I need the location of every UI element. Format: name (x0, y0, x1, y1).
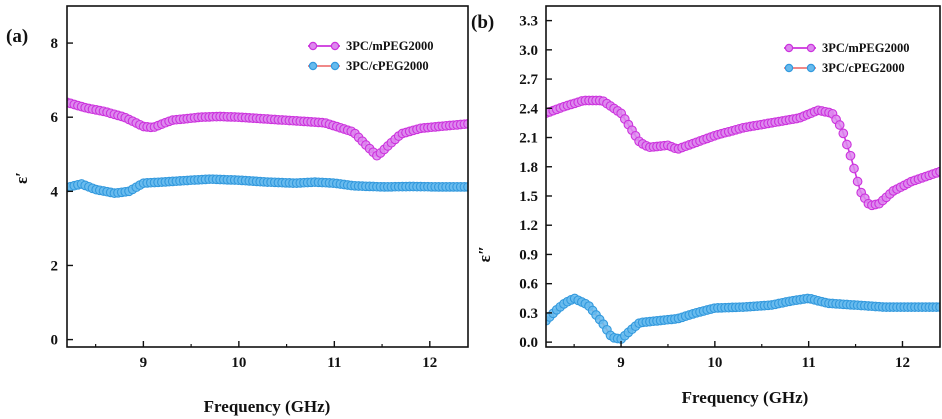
panel-b-x-axis-label: Frequency (GHz) (682, 388, 809, 407)
panel-a-y-tick-label: 8 (51, 36, 59, 52)
panel-b-y-tick-label: 2.4 (519, 101, 538, 117)
panel-b-y-tick-label: 3.0 (519, 43, 538, 59)
panel-a-legend-label-2: 3PC/cPEG2000 (346, 59, 429, 73)
panel-b-legend-label-2: 3PC/cPEG2000 (822, 61, 905, 75)
panel-a-y-ticks: 0 2 4 6 8 (51, 36, 73, 349)
panel-b-x-tick-label: 12 (895, 355, 910, 371)
panel-b-x-ticks: 9 10 11 12 (573, 341, 910, 371)
panel-b-series-1-point (852, 176, 863, 187)
panel-b-y-ticks: 0.0 0.3 0.6 0.9 1.2 1.5 1.8 2.1 2.4 2.7 3.0 3.3 (519, 14, 552, 351)
panel-a-x-ticks: 9 10 11 12 (95, 341, 437, 371)
panel-a-x-tick-label: 12 (422, 355, 437, 371)
panel-a-series-1 (67, 97, 468, 161)
panel-b-legend-marker-2 (784, 63, 794, 73)
panel-b-series-1-point (834, 120, 845, 130)
panel-b-y-tick-label: 0.0 (519, 335, 538, 351)
panel-a-series-2 (67, 174, 468, 198)
panel-a-x-axis-label: Frequency (GHz) (204, 397, 331, 416)
panel-a-label: (a) (6, 26, 28, 47)
panel-b-chart: 9 10 11 12 0.0 0.3 0.6 0.9 1.2 1.5 1.8 2.1 2.4 2.7 3.… (471, 5, 941, 407)
panel-a-y-tick-label: 2 (51, 258, 59, 274)
panel-a-x-tick-label: 11 (327, 355, 341, 371)
panel-a-legend-marker-1 (308, 41, 318, 51)
panel-b-y-tick-label: 2.1 (519, 131, 538, 147)
panel-a-legend-marker-2b (330, 61, 340, 71)
panel-b-y-tick-label: 3.3 (519, 14, 538, 30)
panel-b-x-tick-label: 11 (802, 355, 816, 371)
panel-b-series-1-point (838, 128, 849, 139)
panel-a-legend-label-1: 3PC/mPEG2000 (346, 39, 434, 53)
panel-b-legend-marker-2b (806, 63, 816, 73)
panel-b-legend: 3PC/mPEG2000 3PC/cPEG2000 (784, 41, 910, 75)
panel-b-series-1 (546, 95, 940, 211)
panel-b-legend-label-1: 3PC/mPEG2000 (822, 41, 910, 55)
panel-b-y-tick-label: 1.5 (519, 189, 538, 205)
panel-b-series-2-point (935, 302, 940, 312)
panel-b-series-1-line (546, 99, 940, 207)
panel-b-y-tick-label: 0.3 (519, 306, 538, 322)
panel-b-legend-marker-1 (784, 43, 794, 53)
panel-a-x-tick-label: 9 (140, 355, 148, 371)
panel-a-y-tick-label: 4 (51, 184, 59, 200)
panel-b-series-1-point (849, 163, 859, 174)
panel-b-y-tick-label: 1.2 (519, 218, 538, 234)
panel-b-series-1-point (845, 150, 856, 161)
panel-b-y-tick-label: 0.6 (519, 277, 538, 293)
panel-a-series-layer (67, 97, 468, 198)
panel-b-series-1-point (935, 166, 940, 177)
panel-b-y-axis-label: ε″ (475, 246, 494, 263)
panel-a-chart: 9 10 11 12 0 2 4 6 8 (a) Frequency (GHz) ε′ 3PC… (6, 5, 469, 416)
panel-b-y-tick-label: 2.7 (519, 72, 538, 88)
panel-b-legend-marker-1b (806, 43, 816, 53)
panel-a-y-tick-label: 6 (51, 110, 59, 126)
panel-b-series-1-point (842, 139, 852, 150)
panel-a-series-1-point (463, 119, 468, 129)
panel-a-y-tick-label: 0 (51, 333, 59, 349)
panel-a-y-axis-label: ε′ (12, 172, 31, 184)
panel-b-label: (b) (471, 12, 494, 33)
panel-a-legend: 3PC/mPEG2000 3PC/cPEG2000 (308, 39, 434, 73)
panel-b-series-2 (546, 293, 940, 344)
panel-b-x-tick-label: 9 (617, 355, 625, 371)
panel-a-plot-frame (66, 5, 469, 348)
panel-b-series-layer (546, 95, 940, 344)
panel-b-y-tick-label: 0.9 (519, 247, 538, 263)
panel-a-x-tick-label: 10 (231, 355, 246, 371)
panel-b-y-tick-label: 1.8 (519, 160, 538, 176)
panel-b-x-tick-label: 10 (707, 355, 722, 371)
panel-b-plot-frame (545, 5, 941, 348)
panel-a-series-2-point (463, 182, 468, 192)
panel-a-legend-marker-1b (330, 41, 340, 51)
panel-a-legend-marker-2 (308, 61, 318, 71)
